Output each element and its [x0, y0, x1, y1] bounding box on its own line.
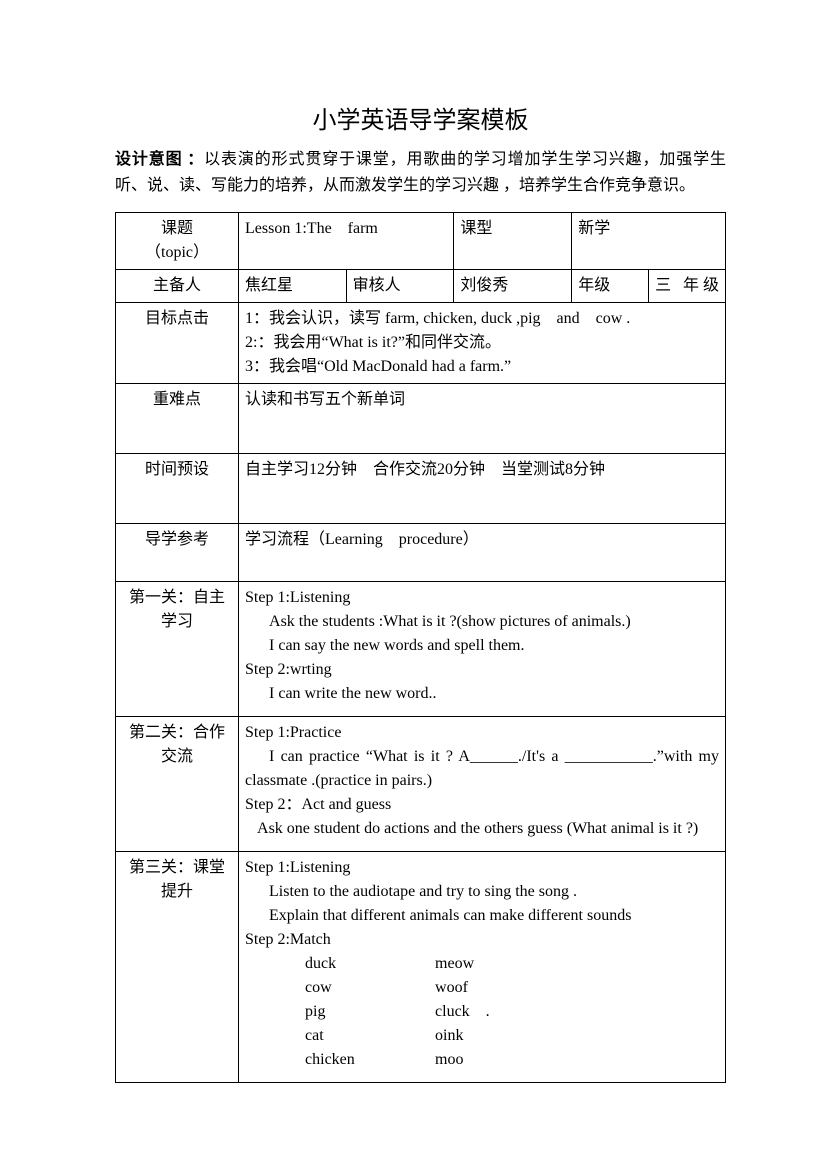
stage2-step2: Step 2：Act and guess: [245, 793, 719, 817]
stage3-s1a: Listen to the audiotape and try to sing …: [245, 880, 719, 904]
objectives-label: 目标点击: [116, 303, 239, 384]
row-preparer: 主备人 焦红星 审核人 刘俊秀 年级 三 年级: [116, 270, 726, 303]
stage3-step1: Step 1:Listening: [245, 856, 719, 880]
match-row: cowwoof: [245, 976, 719, 1000]
reference-text: 学习流程（Learning procedure）: [239, 524, 726, 582]
difficulty-label: 重难点: [116, 384, 239, 454]
stage2-step1: Step 1:Practice: [245, 721, 719, 745]
stage1-s1a: Ask the students :What is it ?(show pict…: [245, 610, 719, 634]
intro-label: 设计意图 ：: [115, 151, 204, 168]
stage1-content: Step 1:Listening Ask the students :What …: [239, 582, 726, 717]
stage3-step2: Step 2:Match: [245, 928, 719, 952]
preparer-label: 主备人: [116, 270, 239, 303]
obj-line2: 2:：我会用“What is it?”和同伴交流。: [245, 331, 719, 355]
difficulty-text: 认读和书写五个新单词: [239, 384, 726, 454]
stage2-s2a: Ask one student do actions and the other…: [245, 817, 719, 841]
match-row: pigcluck .: [245, 1000, 719, 1024]
topic-label: 课题 （topic）: [116, 213, 239, 270]
match-row: chickenmoo: [245, 1048, 719, 1072]
row-difficulty: 重难点 认读和书写五个新单词: [116, 384, 726, 454]
design-intent: 设计意图 ：以表演的形式贯穿于课堂，用歌曲的学习增加学生学习兴趣，加强学生听、说…: [115, 147, 726, 198]
stage1-s1b: I can say the new words and spell them.: [245, 634, 719, 658]
obj-line3: 3：我会唱“Old MacDonald had a farm.”: [245, 355, 719, 379]
time-text: 自主学习12分钟 合作交流20分钟 当堂测试8分钟: [239, 454, 726, 524]
stage1-label: 第一关：自主学习: [116, 582, 239, 717]
page-title: 小学英语导学案模板: [115, 100, 726, 135]
reviewer-name: 刘俊秀: [454, 270, 572, 303]
match-row: catoink: [245, 1024, 719, 1048]
row-time: 时间预设 自主学习12分钟 合作交流20分钟 当堂测试8分钟: [116, 454, 726, 524]
preparer-name: 焦红星: [239, 270, 347, 303]
reference-label: 导学参考: [116, 524, 239, 582]
lesson-plan-table: 课题 （topic） Lesson 1:The farm 课型 新学 主备人 焦…: [115, 212, 726, 1083]
stage2-content: Step 1:Practice I can practice “What is …: [239, 717, 726, 852]
stage2-s1a: I can practice “What is it ? A______./It…: [245, 745, 719, 793]
grade-label: 年级: [572, 270, 649, 303]
stage1-s2a: I can write the new word..: [245, 682, 719, 706]
objectives-content: 1：我会认识，读写 farm, chicken, duck ,pig and c…: [239, 303, 726, 384]
row-topic: 课题 （topic） Lesson 1:The farm 课型 新学: [116, 213, 726, 270]
class-type-value: 新学: [572, 213, 726, 270]
row-reference: 导学参考 学习流程（Learning procedure）: [116, 524, 726, 582]
row-objectives: 目标点击 1：我会认识，读写 farm, chicken, duck ,pig …: [116, 303, 726, 384]
stage2-label: 第二关：合作交流: [116, 717, 239, 852]
row-stage2: 第二关：合作交流 Step 1:Practice I can practice …: [116, 717, 726, 852]
row-stage1: 第一关：自主学习 Step 1:Listening Ask the studen…: [116, 582, 726, 717]
time-label: 时间预设: [116, 454, 239, 524]
stage3-s1b: Explain that different animals can make …: [245, 904, 719, 928]
stage3-label: 第三关：课堂提升: [116, 852, 239, 1083]
match-row: duckmeow: [245, 952, 719, 976]
stage1-step2: Step 2:wrting: [245, 658, 719, 682]
obj-line1: 1：我会认识，读写 farm, chicken, duck ,pig and c…: [245, 307, 719, 331]
stage1-step1: Step 1:Listening: [245, 586, 719, 610]
reviewer-label: 审核人: [346, 270, 454, 303]
stage3-content: Step 1:Listening Listen to the audiotape…: [239, 852, 726, 1083]
intro-text: 以表演的形式贯穿于课堂，用歌曲的学习增加学生学习兴趣，加强学生听、说、读、写能力…: [115, 151, 726, 194]
topic-lesson: Lesson 1:The farm: [239, 213, 454, 270]
grade-value: 三 年级: [649, 270, 726, 303]
class-type-label: 课型: [454, 213, 572, 270]
row-stage3: 第三关：课堂提升 Step 1:Listening Listen to the …: [116, 852, 726, 1083]
